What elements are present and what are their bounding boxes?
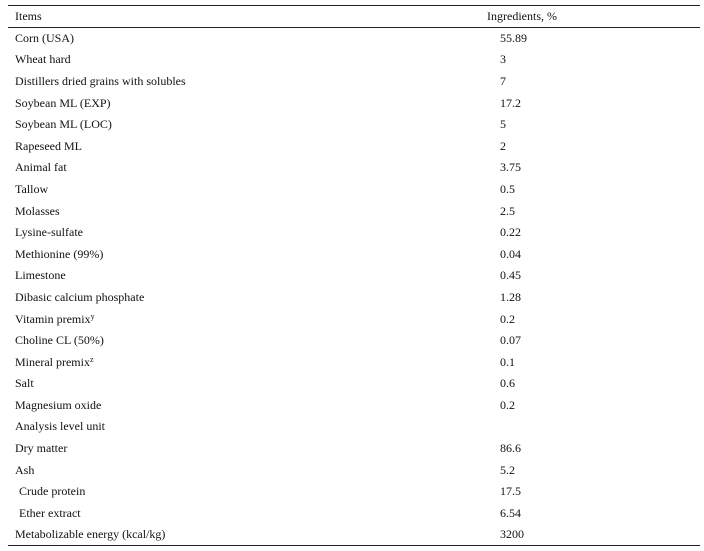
item-label: Mineral premix <box>15 354 90 369</box>
value-cell: 3 <box>500 52 506 67</box>
footnote-mark: z <box>89 354 94 364</box>
value-cell: 0.2 <box>500 311 515 326</box>
value-cell: 2 <box>500 138 506 153</box>
item-cell: Tallow <box>15 181 49 196</box>
table-row: Ash 5.2 <box>8 459 700 481</box>
value-cell: 0.07 <box>500 333 521 348</box>
table-row: Rapeseed ML 2 <box>8 135 700 157</box>
table-row: Crude protein 17.5 <box>8 481 700 503</box>
value-cell: 5 <box>500 117 506 132</box>
value-cell: 7 <box>500 73 506 88</box>
value-cell: 0.1 <box>500 354 515 369</box>
item-label: Vitamin premix <box>15 311 91 326</box>
item-cell: Vitamin premixy <box>8 308 485 330</box>
item-cell: Ash <box>15 462 35 477</box>
item-cell: Crude protein <box>19 484 86 499</box>
value-cell: 86.6 <box>500 441 521 456</box>
table-row: Distillers dried grains with solubles 7 <box>8 71 700 93</box>
table-row: Lysine-sulfate 0.22 <box>8 222 700 244</box>
header-cell: Items <box>8 5 485 28</box>
table-row: Animal fat 3.75 <box>8 157 700 179</box>
table-row: Dibasic calcium phosphate 1.28 <box>8 287 700 309</box>
table-body: Corn (USA) 55.89 Wheat hard 3 Distillers dri… <box>8 28 700 547</box>
item-cell: Wheat hard <box>15 52 71 67</box>
table-row: Soybean ML (LOC) 5 <box>8 114 700 136</box>
ingredients-table: Items Ingredients, % Corn (USA) 55.89 Whea… <box>8 5 700 547</box>
table-row: Corn (USA) 55.89 <box>8 28 700 50</box>
item-cell: Ether extract <box>19 505 81 520</box>
table-row: Molasses 2.5 <box>8 200 700 222</box>
item-cell: Salt <box>15 376 34 391</box>
table-row: Dry matter 86.6 <box>8 438 700 460</box>
table-row: Vitamin premixy 0.2 <box>8 308 700 330</box>
table-row: Tallow 0.5 <box>8 179 700 201</box>
item-cell: Distillers dried grains with solubles <box>15 73 186 88</box>
table-row: Salt 0.6 <box>8 373 700 395</box>
value-cell: 0.2 <box>500 397 515 412</box>
footnote-mark: y <box>90 311 95 321</box>
value-cell: 17.2 <box>500 95 521 110</box>
item-cell: Soybean ML (EXP) <box>15 95 111 110</box>
item-cell: Analysis level unit <box>15 419 105 434</box>
value-cell: 17.5 <box>500 484 521 499</box>
item-cell: Animal fat <box>15 160 67 175</box>
item-cell: Molasses <box>15 203 60 218</box>
item-cell: Dibasic calcium phosphate <box>15 289 145 304</box>
value-cell: 3.75 <box>500 160 521 175</box>
item-cell: Mineral premixz <box>8 351 485 373</box>
value-cell: 3200 <box>485 524 700 547</box>
item-cell: Methionine (99%) <box>15 246 104 261</box>
value-cell: 0.6 <box>500 376 515 391</box>
item-cell: Corn (USA) <box>15 31 74 46</box>
value-cell: 6.54 <box>500 505 521 520</box>
value-cell: 1.28 <box>500 289 521 304</box>
empty-cell <box>485 416 700 438</box>
value-cell: 2.5 <box>500 203 515 218</box>
header-row: Items Ingredients, % <box>8 5 700 28</box>
table-row: Limestone 0.45 <box>8 265 700 287</box>
table-row: Wheat hard 3 <box>8 49 700 71</box>
table-row: Metabolizable energy (kcal/kg) 3200 <box>8 524 700 547</box>
table-row: Mineral premixz 0.1 <box>8 351 700 373</box>
value-cell: 5.2 <box>500 462 515 477</box>
table-row: Soybean ML (EXP) 17.2 <box>8 92 700 114</box>
item-cell: Soybean ML (LOC) <box>15 117 112 132</box>
item-cell: Choline CL (50%) <box>15 333 104 348</box>
table-row: Magnesium oxide 0.2 <box>8 395 700 417</box>
table-row: Ether extract 6.54 <box>8 503 700 525</box>
item-cell: Limestone <box>15 268 66 283</box>
value-cell: 0.04 <box>500 246 521 261</box>
value-cell: 0.22 <box>500 225 521 240</box>
table-row: Methionine (99%) 0.04 <box>8 243 700 265</box>
table-row: Choline CL (50%) 0.07 <box>8 330 700 352</box>
item-cell: Magnesium oxide <box>15 397 102 412</box>
value-cell: 0.45 <box>500 268 521 283</box>
value-cell: 55.89 <box>500 31 527 46</box>
item-cell: Lysine-sulfate <box>15 225 83 240</box>
table-row: Analysis level unit <box>8 416 700 438</box>
header-cell: Ingredients, % <box>485 5 700 28</box>
item-cell: Metabolizable energy (kcal/kg) <box>8 524 485 547</box>
item-cell: Rapeseed ML <box>15 138 82 153</box>
value-cell: 0.5 <box>500 181 515 196</box>
item-cell: Dry matter <box>15 441 68 456</box>
